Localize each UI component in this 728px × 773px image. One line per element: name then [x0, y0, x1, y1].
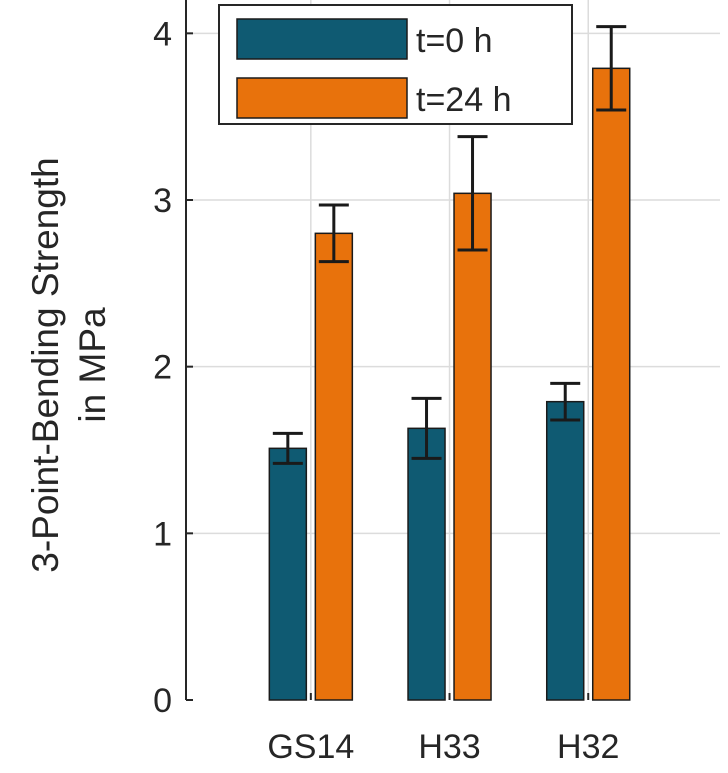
- bars-layer: [268, 25, 631, 701]
- legend-swatch-t0: [236, 18, 408, 60]
- bar-t-24-h-H32: [591, 67, 631, 701]
- legend-swatch-t24: [236, 77, 408, 119]
- y-tick-label: 4: [153, 15, 172, 53]
- y-tick-label: 3: [153, 182, 172, 220]
- bar-t-0-h-H32: [545, 400, 585, 701]
- x-tick-label: H33: [418, 728, 480, 766]
- bar-t-24-h-GS14: [314, 232, 354, 701]
- x-tick-label: GS14: [267, 728, 354, 766]
- y-tick-label: 1: [153, 515, 172, 553]
- axes-layer: [185, 0, 590, 701]
- legend-label-t0: t=0 h: [416, 22, 493, 60]
- y-tick-label: 0: [153, 682, 172, 720]
- legend-label-t24: t=24 h: [416, 81, 511, 119]
- bar-t-0-h-GS14: [268, 447, 308, 701]
- legend: t=0 h t=24 h: [218, 4, 573, 125]
- y-tick-label: 2: [153, 349, 172, 387]
- y-axis-label-line-2: in MPa: [72, 307, 113, 423]
- y-axis-label-line-1: 3-Point-Bending Strength: [25, 157, 66, 573]
- bar-t-0-h-H33: [407, 427, 446, 701]
- bar-t-24-h-H33: [453, 192, 492, 701]
- labels-layer: 3-Point-Bending Strength in MPa 0 1 2 3 4 GS1…: [25, 15, 619, 766]
- x-tick-label: H32: [557, 728, 619, 766]
